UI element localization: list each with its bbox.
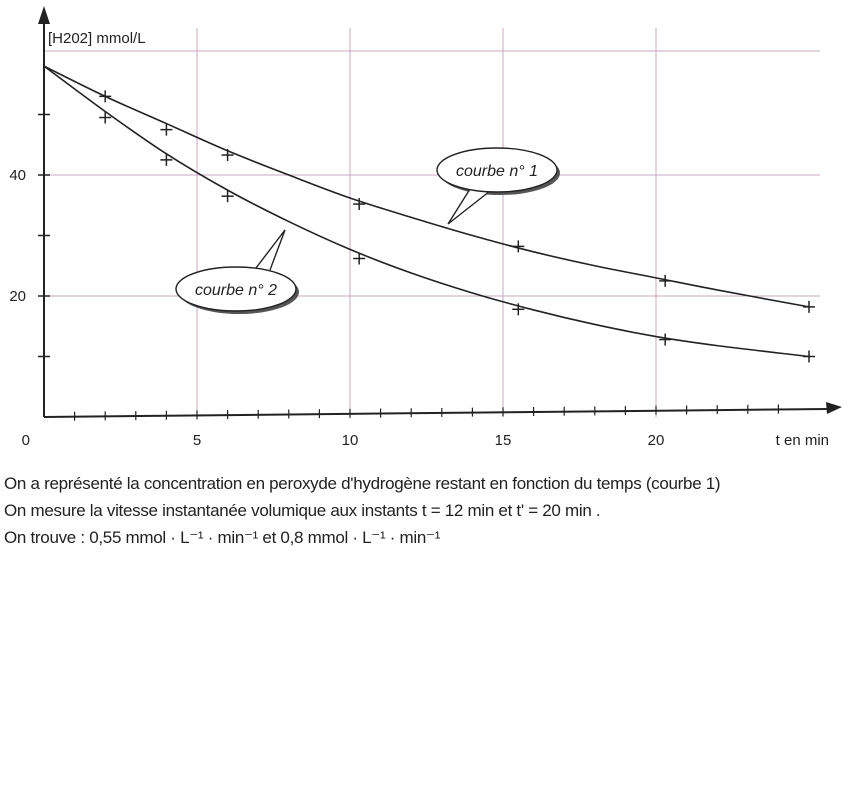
axes bbox=[38, 6, 842, 421]
data-point bbox=[221, 149, 234, 162]
data-point bbox=[160, 123, 173, 136]
data-point bbox=[803, 350, 815, 363]
x-tick-label: 20 bbox=[648, 432, 665, 449]
data-point bbox=[99, 90, 112, 103]
data-point bbox=[659, 274, 672, 287]
text-line-3: On trouve : 0,55 mmol · L⁻¹ · min⁻¹ et 0… bbox=[4, 528, 441, 547]
data-point bbox=[659, 333, 672, 346]
y-axis-arrow bbox=[38, 6, 50, 24]
text-line-2: On mesure la vitesse instantanée volumiq… bbox=[4, 501, 601, 520]
legend-label: courbe n° 2 bbox=[195, 282, 277, 299]
x-tick-label: 5 bbox=[193, 432, 201, 449]
callout-bubble bbox=[175, 266, 297, 312]
x-tick-label: 15 bbox=[495, 432, 512, 449]
callout-courbe-2: courbe n° 2 bbox=[175, 229, 299, 314]
x-axis bbox=[43, 408, 829, 418]
grid bbox=[44, 28, 820, 417]
text-line-1: On a représenté la concentration en pero… bbox=[4, 474, 721, 493]
x-axis-label: t en min bbox=[776, 432, 829, 449]
explanation-text: On a représenté la concentration en pero… bbox=[4, 470, 850, 551]
series-line-2 bbox=[43, 65, 810, 358]
origin-label: 0 bbox=[22, 432, 30, 449]
data-point bbox=[160, 153, 173, 166]
concentration-chart: courbe n° 1 courbe n° 2 5 10 15 20 20 40 0 t en … bbox=[9, 6, 842, 449]
data-point bbox=[512, 303, 525, 316]
x-axis-arrow bbox=[826, 402, 842, 414]
data-point bbox=[353, 252, 366, 265]
data-point bbox=[512, 240, 525, 253]
series-line-1 bbox=[43, 65, 810, 308]
series-layer bbox=[43, 65, 815, 363]
callout-tail bbox=[447, 188, 491, 225]
data-point bbox=[221, 190, 234, 203]
callout-bubble bbox=[436, 147, 558, 193]
legend-label: courbe n° 1 bbox=[456, 163, 538, 180]
callouts: courbe n° 1 courbe n° 2 bbox=[175, 147, 560, 314]
data-point bbox=[353, 198, 366, 211]
y-tick-label: 20 bbox=[9, 288, 26, 305]
y-axis-label: [H202] mmol/L bbox=[48, 30, 146, 47]
labels: 5 10 15 20 20 40 0 t en min [H202] mmol/L bbox=[9, 30, 829, 449]
callout-tail bbox=[255, 229, 286, 271]
callout-courbe-1: courbe n° 1 bbox=[436, 147, 560, 225]
y-tick-label: 40 bbox=[9, 167, 26, 184]
data-point bbox=[803, 300, 815, 313]
data-point bbox=[99, 111, 112, 124]
x-tick-label: 10 bbox=[342, 432, 359, 449]
